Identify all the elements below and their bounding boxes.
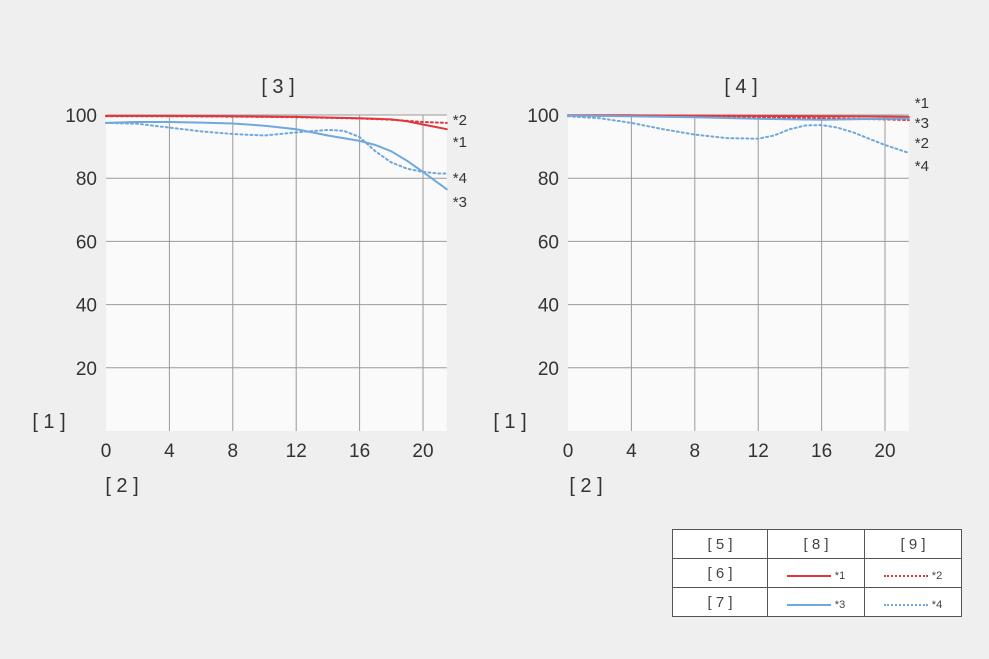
series-end-label: *1 [453,134,467,151]
x-tick-label: 12 [748,441,769,462]
y-axis-label: [ 1 ] [493,411,526,433]
chart-2: 0 4 8 12 16 20 20 40 60 80 100 [ 4 ] [ 1 ] [ 2 ] *1 *3 *… [493,76,929,497]
x-axis-label: [ 2 ] [569,475,602,497]
legend-dotted-sample: *2 [864,558,962,588]
chart-title: [ 3 ] [261,76,294,98]
legend-mark: *1 [834,570,846,582]
y-tick-label: 100 [65,106,97,127]
legend-line-dotted [883,604,928,606]
series-end-label: *4 [453,170,467,187]
series-line-mark4 [567,115,910,154]
x-tick-label: 16 [811,441,832,462]
x-axis-label: [ 2 ] [105,475,138,497]
y-tick-label: 100 [527,106,559,127]
y-axis-label: [ 1 ] [32,411,65,433]
y-tick-label: 80 [538,169,559,190]
series-end-label: *3 [453,194,467,211]
y-tick-label: 20 [538,359,559,380]
x-tick-label: 0 [563,441,574,462]
series-end-label: *2 [915,135,929,152]
legend-row: [ 6 ] *1 *2 [672,558,962,588]
legend-row-label: [ 7 ] [672,587,768,617]
series-end-label: *4 [915,158,929,175]
x-tick-label: 0 [101,441,112,462]
legend-mark: *2 [931,570,943,582]
legend-line-solid [786,604,831,606]
x-tick-label: 20 [874,441,895,462]
legend-header-cell: [ 8 ] [767,529,865,559]
x-tick-label: 4 [164,441,175,462]
legend-row: [ 7 ] *3 *4 [672,587,962,617]
x-tick-label: 8 [228,441,239,462]
series-line-mark4 [105,121,448,175]
legend-mark: *4 [931,599,943,611]
legend-line-dotted [883,575,928,577]
series-line-mark2 [105,115,448,124]
plot-area [568,115,909,431]
x-tick-label: 20 [412,441,433,462]
legend-mark: *3 [834,599,846,611]
series-end-label: *1 [915,95,929,112]
series-line-mark3 [567,114,910,121]
legend-solid-sample: *1 [767,558,865,588]
legend-solid-sample: *3 [767,587,865,617]
legend-dotted-sample: *4 [864,587,962,617]
series-line-mark3 [105,121,448,191]
legend-table: [ 5 ] [ 8 ] [ 9 ] [ 6 ] *1 *2 [ 7 ] *3 [672,529,962,617]
series-end-label: *3 [915,115,929,132]
chart-title: [ 4 ] [724,76,757,98]
x-tick-label: 4 [626,441,637,462]
legend-row-label: [ 6 ] [672,558,768,588]
legend-header-row: [ 5 ] [ 8 ] [ 9 ] [672,529,962,559]
x-tick-label: 8 [690,441,701,462]
series-end-label: *2 [453,112,467,129]
legend-line-solid [786,575,831,577]
y-tick-label: 60 [538,232,559,253]
y-tick-label: 40 [76,296,97,317]
x-tick-label: 12 [286,441,307,462]
y-tick-label: 60 [76,232,97,253]
plot-area [106,115,447,431]
legend-header-cell: [ 5 ] [672,529,768,559]
y-tick-label: 40 [538,296,559,317]
x-tick-label: 16 [349,441,370,462]
legend-header-cell: [ 9 ] [864,529,962,559]
y-tick-label: 20 [76,359,97,380]
chart-1: 0 4 8 12 16 20 20 40 60 80 100 [ 3 ] [ 1 ] [ 2 ] *2 *1 *… [32,76,467,497]
y-tick-label: 80 [76,169,97,190]
